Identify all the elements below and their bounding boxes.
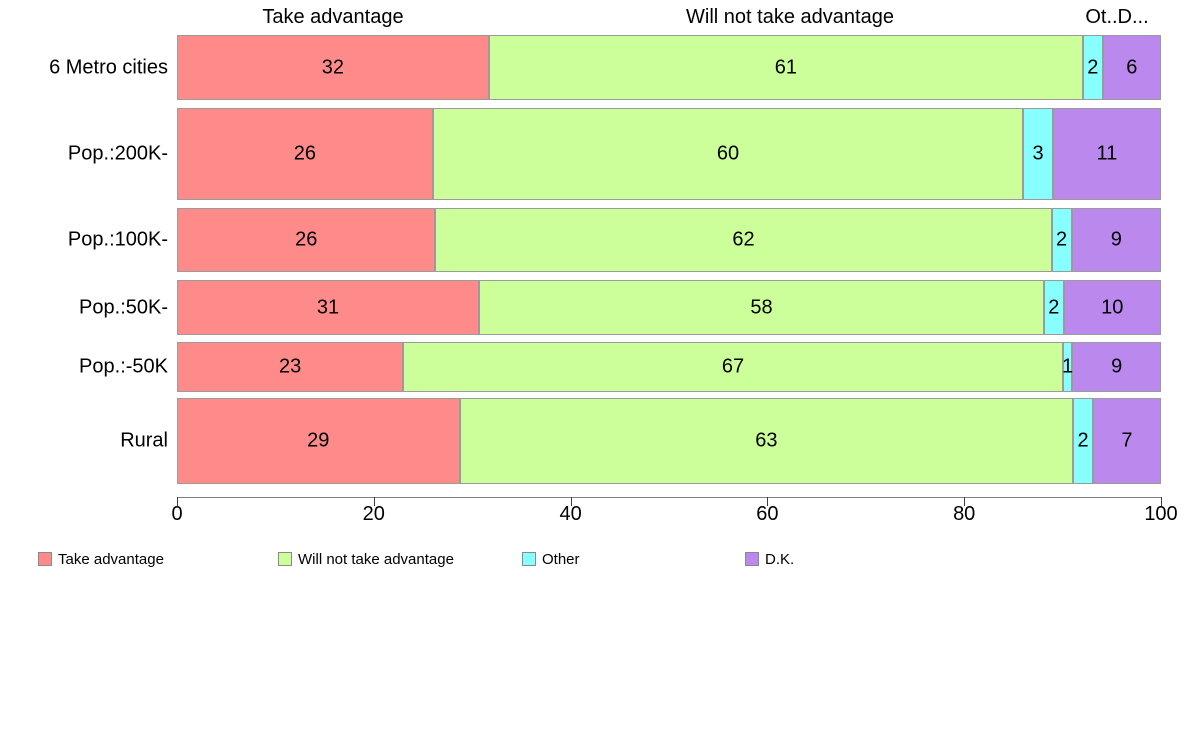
segment-value: 32 (321, 56, 344, 78)
segment-value: 6 (1126, 56, 1138, 78)
legend-swatch (745, 552, 759, 566)
column-header-will-not-take-advantage: Will not take advantage (686, 6, 894, 28)
bar-segment (1023, 108, 1053, 200)
segment-value: 11 (1096, 142, 1118, 165)
segment-value: 62 (732, 228, 755, 251)
legend-label: D.K. (765, 551, 795, 568)
bar-track: 32 61 2 6 (177, 35, 1161, 100)
legend-label: Other (542, 551, 580, 568)
segment-value: 10 (1101, 296, 1124, 318)
column-header-take-advantage: Take advantage (262, 6, 404, 28)
bar-segment (1092, 398, 1161, 484)
segment-value: 29 (307, 429, 330, 452)
category-label: Rural (120, 429, 168, 452)
x-axis-tick-label: 80 (953, 503, 976, 525)
bar-track: 31 58 2 10 (177, 280, 1161, 335)
bar-row: Pop.:100K- 26 62 2 9 (0, 208, 1188, 272)
bar-row: 6 Metro cities 32 61 2 6 (0, 35, 1188, 100)
legend-label: Take advantage (58, 551, 164, 568)
segment-value: 60 (716, 142, 740, 165)
bar-segment (177, 342, 404, 392)
segment-value: 58 (750, 296, 773, 318)
category-label: Pop.:-50K (79, 355, 168, 378)
segment-value: 2 (1087, 56, 1099, 78)
segment-value: 7 (1121, 429, 1133, 452)
x-axis-tick (570, 497, 572, 506)
legend-label: Will not take advantage (298, 551, 454, 568)
bar-segment (177, 280, 480, 335)
category-label: Pop.:100K- (67, 228, 168, 251)
bar-segment (177, 35, 489, 100)
x-axis-tick (964, 497, 966, 506)
x-axis-tick (177, 497, 178, 506)
bar-row: Pop.:-50K 23 67 1 9 (0, 342, 1188, 392)
bar-row: Pop.:50K- 31 58 2 10 (0, 280, 1188, 335)
segment-value: 26 (295, 228, 318, 251)
bar-segment (1044, 280, 1064, 335)
legend-swatch (522, 552, 536, 566)
category-label: Pop.:50K- (79, 296, 168, 318)
bar-segment (1051, 208, 1072, 272)
bar-segment (1073, 398, 1093, 484)
segment-value: 63 (755, 429, 778, 452)
bar-segment (177, 208, 436, 272)
bar-segment (403, 342, 1063, 392)
bar-segment (1083, 35, 1103, 100)
bar-segment (177, 108, 433, 200)
legend-swatch (278, 552, 292, 566)
bar-segment (435, 208, 1052, 272)
segment-value: 26 (293, 142, 317, 165)
segment-value: 61 (774, 56, 798, 78)
bar-segment (432, 108, 1024, 200)
bar-segment (488, 35, 1084, 100)
segment-value: 2 (1056, 228, 1068, 251)
category-label: 6 Metro cities (49, 56, 168, 78)
bar-segment (1102, 35, 1161, 100)
segment-value: 2 (1048, 296, 1060, 318)
x-axis-tick-label: 0 (171, 503, 183, 525)
bar-segment (479, 280, 1045, 335)
x-axis-tick-label: 20 (362, 503, 385, 525)
segment-value: 31 (316, 296, 340, 318)
segment-value: 9 (1110, 228, 1122, 251)
bar-segment (1052, 108, 1161, 200)
x-axis-tick-label: 40 (559, 503, 582, 525)
bar-segment (1063, 280, 1161, 335)
segment-value: 67 (721, 355, 745, 378)
bar-track: 23 67 1 9 (177, 342, 1161, 392)
bar-segment (177, 398, 460, 484)
bar-segment (1072, 342, 1161, 392)
bar-segment (1071, 208, 1161, 272)
segment-value: 3 (1032, 142, 1044, 165)
segment-value: 23 (279, 355, 302, 378)
column-header-other-dk-truncated: Ot..D... (1085, 6, 1149, 28)
bar-track: 26 60 3 11 (177, 108, 1161, 200)
bar-track: 29 63 2 7 (177, 398, 1161, 484)
segment-value: 2 (1077, 429, 1089, 452)
bar-row: Rural 29 63 2 7 (0, 398, 1188, 484)
bar-segment (1062, 342, 1073, 392)
segment-value: 1 (1061, 355, 1074, 378)
bar-track: 26 62 2 9 (177, 208, 1161, 272)
bar-row: Pop.:200K- 26 60 3 11 (0, 108, 1188, 200)
x-axis-tick (1161, 497, 1162, 506)
x-axis-line (177, 497, 1161, 498)
x-axis-tick (767, 497, 769, 506)
x-axis-tick-label: 60 (756, 503, 779, 525)
category-label: Pop.:200K- (67, 142, 168, 165)
legend-swatch (38, 552, 52, 566)
segment-value: 9 (1111, 355, 1123, 378)
bar-segment (459, 398, 1074, 484)
x-axis-tick (373, 497, 375, 506)
x-axis-tick-label: 100 (1144, 503, 1178, 525)
